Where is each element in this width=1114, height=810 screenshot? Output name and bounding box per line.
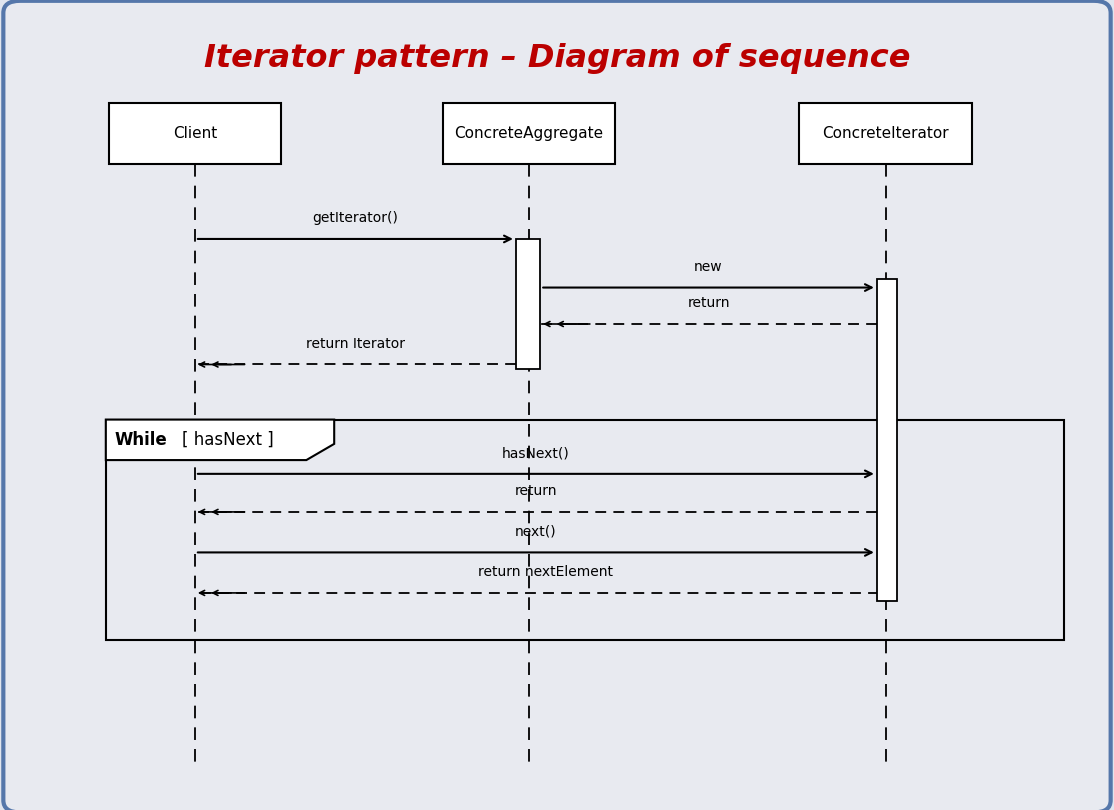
FancyBboxPatch shape xyxy=(516,239,540,369)
Text: Iterator pattern – Diagram of sequence: Iterator pattern – Diagram of sequence xyxy=(204,43,910,74)
Text: next(): next() xyxy=(515,525,557,539)
FancyBboxPatch shape xyxy=(442,104,615,164)
Text: While: While xyxy=(115,431,167,449)
FancyBboxPatch shape xyxy=(800,104,971,164)
Text: ConcreteIterator: ConcreteIterator xyxy=(822,126,949,141)
Text: return: return xyxy=(687,296,730,310)
Text: return: return xyxy=(515,484,557,498)
Text: ConcreteAggregate: ConcreteAggregate xyxy=(455,126,604,141)
Text: Client: Client xyxy=(173,126,217,141)
Text: new: new xyxy=(694,260,723,274)
Text: [ hasNext ]: [ hasNext ] xyxy=(182,431,273,449)
FancyBboxPatch shape xyxy=(109,104,282,164)
Text: getIterator(): getIterator() xyxy=(312,211,399,225)
Text: hasNext(): hasNext() xyxy=(502,446,569,460)
Text: return nextElement: return nextElement xyxy=(478,565,614,579)
Polygon shape xyxy=(106,420,334,460)
FancyBboxPatch shape xyxy=(877,279,897,601)
Text: return Iterator: return Iterator xyxy=(306,337,404,351)
